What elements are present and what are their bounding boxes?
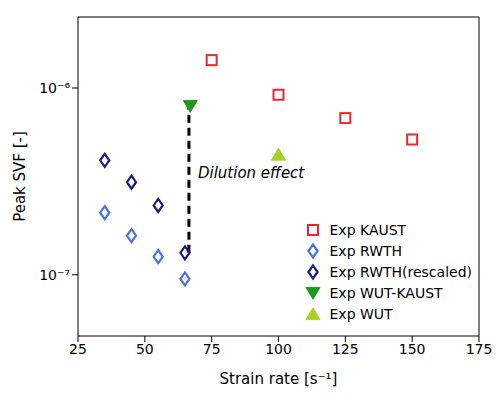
svg-text:150: 150 bbox=[399, 341, 426, 357]
html-text:Exp RWTH(rescaled): Exp RWTH(rescaled) bbox=[329, 263, 472, 280]
html-text:Exp WUT: Exp WUT bbox=[329, 305, 393, 322]
html-text:Exp KAUST: Exp KAUST bbox=[329, 221, 407, 238]
svg-text:100: 100 bbox=[265, 341, 292, 357]
html-text:Exp WUT-KAUST: Exp WUT-KAUST bbox=[329, 284, 443, 301]
svg-text:75: 75 bbox=[203, 341, 221, 357]
svg-text:10⁻⁷: 10⁻⁷ bbox=[39, 267, 70, 283]
svg-text:175: 175 bbox=[466, 341, 492, 357]
svg-text:10⁻⁶: 10⁻⁶ bbox=[39, 80, 70, 96]
svg-text:Peak SVF [-]: Peak SVF [-] bbox=[11, 131, 29, 222]
svg-text:125: 125 bbox=[332, 341, 359, 357]
svg-text:50: 50 bbox=[136, 341, 154, 357]
svg-text:Dilution effect: Dilution effect bbox=[198, 164, 305, 182]
html-text:Exp RWTH: Exp RWTH bbox=[329, 242, 403, 259]
svg-text:Strain rate [s⁻¹]: Strain rate [s⁻¹] bbox=[220, 370, 338, 388]
svg-text:25: 25 bbox=[69, 341, 87, 357]
